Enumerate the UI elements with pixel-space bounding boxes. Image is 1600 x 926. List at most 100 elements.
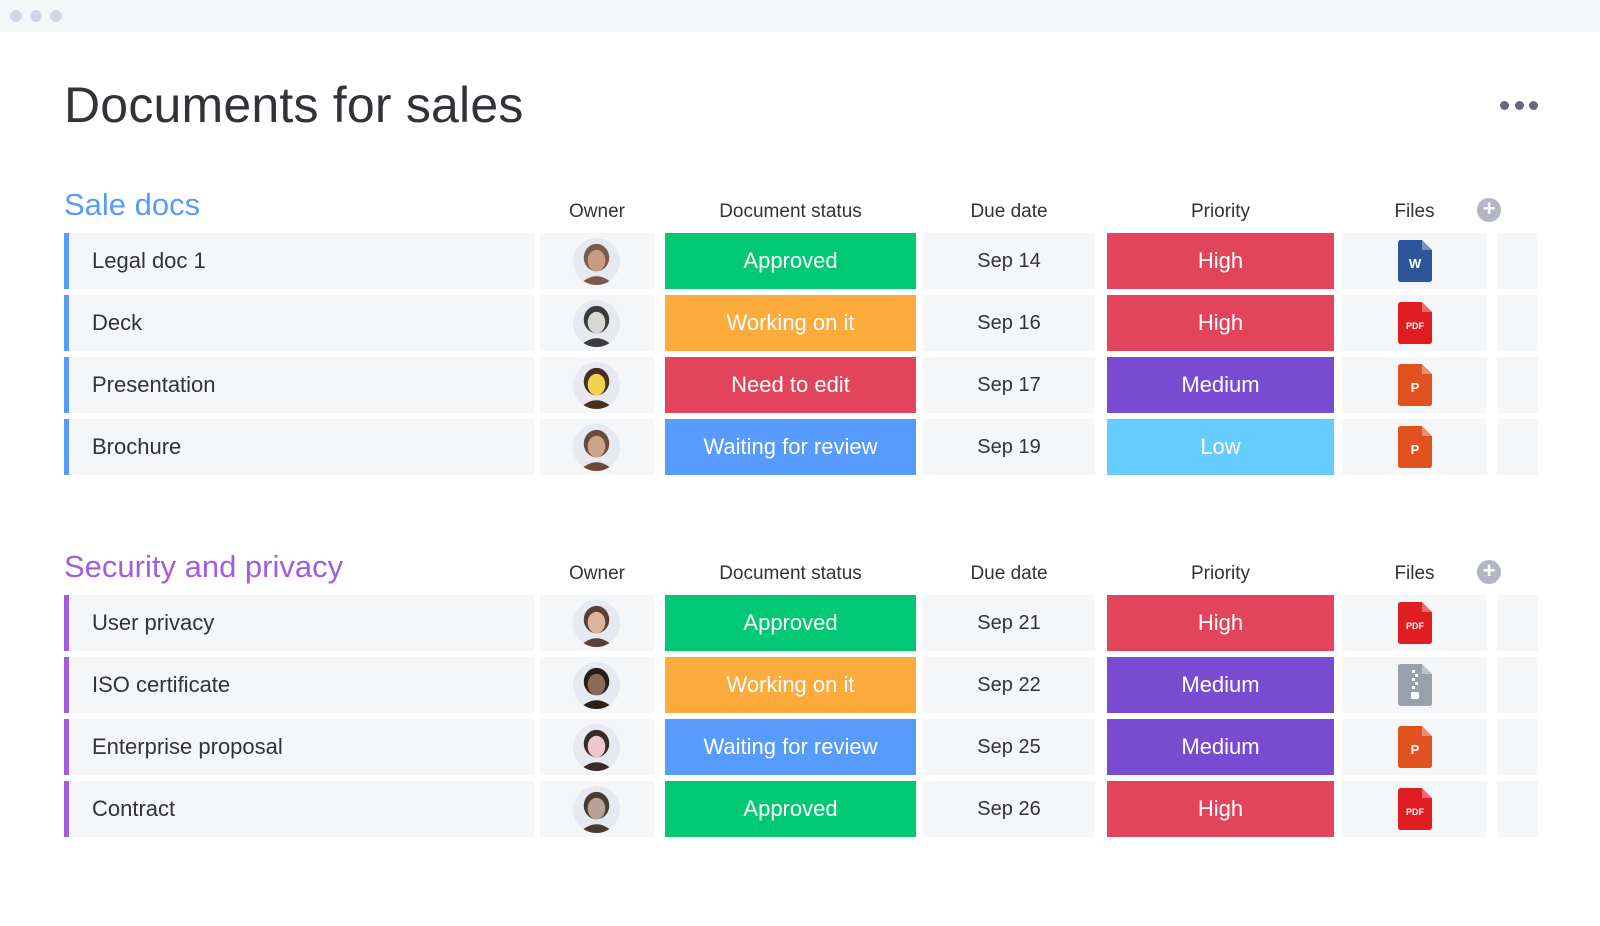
item-name-cell[interactable]: Brochure: [64, 419, 534, 475]
item-name-cell[interactable]: Legal doc 1: [64, 233, 534, 289]
table-row[interactable]: Presentation Need to edit Sep 17 Medium P: [64, 357, 1538, 413]
files-cell[interactable]: P: [1342, 419, 1487, 475]
files-cell[interactable]: PDF: [1342, 595, 1487, 651]
avatar[interactable]: [573, 724, 620, 771]
powerpoint-file-icon[interactable]: P: [1398, 364, 1432, 406]
word-file-icon[interactable]: W: [1398, 240, 1432, 282]
status-label[interactable]: Working on it: [665, 657, 916, 713]
status-label[interactable]: Approved: [665, 781, 916, 837]
owner-cell[interactable]: [540, 657, 654, 713]
avatar[interactable]: [573, 362, 620, 409]
files-cell[interactable]: PDF: [1342, 781, 1487, 837]
group-title[interactable]: Security and privacy: [64, 549, 344, 584]
zip-file-icon[interactable]: [1398, 664, 1432, 706]
owner-cell[interactable]: [540, 595, 654, 651]
item-name-cell[interactable]: ISO certificate: [64, 657, 534, 713]
group-rows: User privacy Approved Sep 21 High PDF ISO cer…: [64, 595, 1538, 837]
item-name: Legal doc 1: [92, 248, 206, 273]
window-maximize-dot[interactable]: [50, 10, 62, 22]
svg-text:P: P: [1411, 380, 1420, 395]
pdf-file-icon[interactable]: PDF: [1398, 602, 1432, 644]
owner-cell[interactable]: [540, 419, 654, 475]
column-header-owner[interactable]: Owner: [569, 563, 625, 584]
powerpoint-file-icon[interactable]: P: [1398, 726, 1432, 768]
pdf-file-icon[interactable]: PDF: [1398, 788, 1432, 830]
svg-text:P: P: [1411, 742, 1420, 757]
status-label[interactable]: Approved: [665, 233, 916, 289]
priority-label[interactable]: High: [1107, 595, 1334, 651]
item-name-cell[interactable]: Contract: [64, 781, 534, 837]
owner-cell[interactable]: [540, 357, 654, 413]
item-name-cell[interactable]: User privacy: [64, 595, 534, 651]
empty-cell: [1497, 657, 1538, 713]
avatar[interactable]: [573, 300, 620, 347]
window-close-dot[interactable]: [10, 10, 22, 22]
column-header-files[interactable]: Files: [1394, 563, 1435, 584]
files-cell[interactable]: [1342, 657, 1487, 713]
table-row[interactable]: Contract Approved Sep 26 High PDF: [64, 781, 1538, 837]
due-date-cell[interactable]: Sep 22: [923, 657, 1095, 713]
priority-label[interactable]: Medium: [1107, 719, 1334, 775]
column-header-files[interactable]: Files: [1394, 201, 1435, 222]
table-row[interactable]: Legal doc 1 Approved Sep 14 High W: [64, 233, 1538, 289]
owner-cell[interactable]: [540, 781, 654, 837]
due-date-cell[interactable]: Sep 21: [923, 595, 1095, 651]
due-date-cell[interactable]: Sep 16: [923, 295, 1095, 351]
add-column-icon[interactable]: +: [1477, 198, 1501, 222]
more-dot: [1529, 100, 1538, 110]
table-row[interactable]: ISO certificate Working on it Sep 22 Medium: [64, 657, 1538, 713]
column-header-status[interactable]: Document status: [719, 563, 862, 584]
files-cell[interactable]: PDF: [1342, 295, 1487, 351]
add-column-icon[interactable]: +: [1477, 560, 1501, 584]
files-cell[interactable]: W: [1342, 233, 1487, 289]
status-label[interactable]: Approved: [665, 595, 916, 651]
table-row[interactable]: Enterprise proposal Waiting for review Sep…: [64, 719, 1538, 775]
due-date-cell[interactable]: Sep 26: [923, 781, 1095, 837]
priority-label[interactable]: Medium: [1107, 657, 1334, 713]
priority-label[interactable]: High: [1107, 295, 1334, 351]
column-header-priority[interactable]: Priority: [1190, 201, 1251, 222]
table-row[interactable]: Deck Working on it Sep 16 High PDF: [64, 295, 1538, 351]
group-title[interactable]: Sale docs: [64, 187, 201, 222]
item-name: Presentation: [92, 372, 216, 397]
powerpoint-file-icon[interactable]: P: [1398, 426, 1432, 468]
files-cell[interactable]: P: [1342, 719, 1487, 775]
files-cell[interactable]: P: [1342, 357, 1487, 413]
more-options-icon[interactable]: [1500, 96, 1538, 114]
priority-label[interactable]: Low: [1107, 419, 1334, 475]
status-label[interactable]: Need to edit: [665, 357, 916, 413]
priority-label[interactable]: Medium: [1107, 357, 1334, 413]
column-header-status[interactable]: Document status: [719, 201, 862, 222]
status-label[interactable]: Waiting for review: [665, 419, 916, 475]
svg-text:PDF: PDF: [1406, 807, 1425, 817]
column-header-due-date[interactable]: Due date: [970, 201, 1048, 222]
empty-cell: [1497, 419, 1538, 475]
status-label[interactable]: Working on it: [665, 295, 916, 351]
column-header-priority[interactable]: Priority: [1190, 563, 1251, 584]
group-header: Sale docs Owner Document status Due date…: [64, 187, 1538, 233]
avatar[interactable]: [573, 238, 620, 285]
status-label[interactable]: Waiting for review: [665, 719, 916, 775]
owner-cell[interactable]: [540, 233, 654, 289]
priority-label[interactable]: High: [1107, 781, 1334, 837]
owner-cell[interactable]: [540, 719, 654, 775]
pdf-file-icon[interactable]: PDF: [1398, 302, 1432, 344]
due-date-cell[interactable]: Sep 14: [923, 233, 1095, 289]
due-date-cell[interactable]: Sep 25: [923, 719, 1095, 775]
item-name-cell[interactable]: Deck: [64, 295, 534, 351]
avatar[interactable]: [573, 662, 620, 709]
avatar[interactable]: [573, 786, 620, 833]
table-row[interactable]: Brochure Waiting for review Sep 19 Low P: [64, 419, 1538, 475]
column-header-owner[interactable]: Owner: [569, 201, 625, 222]
column-header-due-date[interactable]: Due date: [970, 563, 1048, 584]
avatar[interactable]: [573, 424, 620, 471]
window-minimize-dot[interactable]: [30, 10, 42, 22]
due-date-cell[interactable]: Sep 19: [923, 419, 1095, 475]
item-name-cell[interactable]: Presentation: [64, 357, 534, 413]
priority-label[interactable]: High: [1107, 233, 1334, 289]
item-name-cell[interactable]: Enterprise proposal: [64, 719, 534, 775]
table-row[interactable]: User privacy Approved Sep 21 High PDF: [64, 595, 1538, 651]
owner-cell[interactable]: [540, 295, 654, 351]
avatar[interactable]: [573, 600, 620, 647]
due-date-cell[interactable]: Sep 17: [923, 357, 1095, 413]
